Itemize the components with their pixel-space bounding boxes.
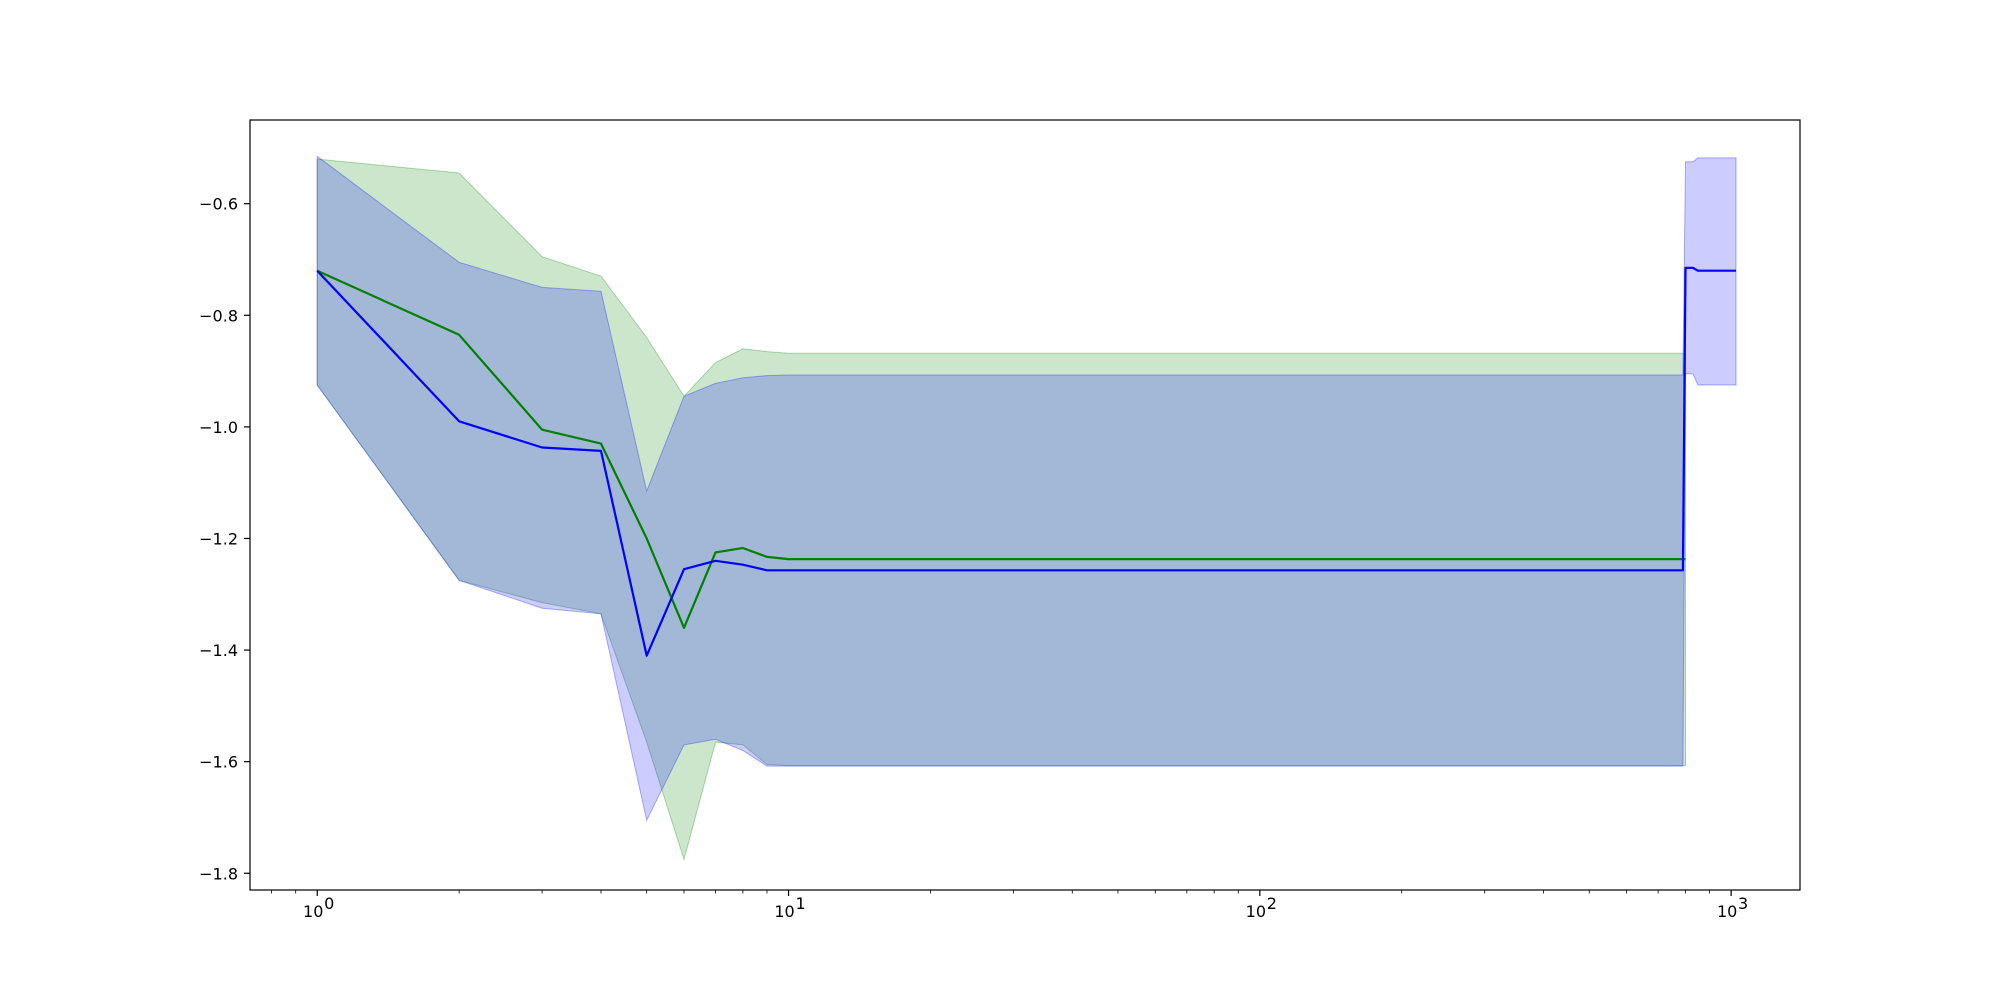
y-tick-label-0: −0.6: [199, 195, 238, 214]
x-tick-exponent-3: 3: [1738, 894, 1748, 913]
series-1-band: [316, 155, 1737, 822]
y-tick-label-2: −1.0: [199, 418, 238, 437]
series-0-line: [316, 269, 1686, 629]
series-0-band: [316, 158, 1686, 862]
x-tick-label-1: 10: [774, 902, 794, 921]
y-tick-label-5: −1.6: [199, 753, 238, 772]
y-tick-label-3: −1.2: [199, 529, 238, 548]
x-axis: 10 0 10 1 10 2 10 3: [271, 890, 1748, 921]
y-tick-label-4: −1.4: [199, 641, 238, 660]
x-tick-label-0: 10: [303, 902, 323, 921]
y-axis: −0.6 −0.8 −1.0 −1.2 −1.4 −1.6 −1.8: [199, 195, 250, 883]
x-tick-label-2: 10: [1246, 902, 1266, 921]
series-1-line: [316, 266, 1736, 657]
x-tick-label-3: 10: [1717, 902, 1737, 921]
x-tick-exponent-0: 0: [324, 894, 334, 913]
y-tick-label-1: −0.8: [199, 306, 238, 325]
x-tick-exponent-2: 2: [1267, 894, 1277, 913]
plot-area: [316, 155, 1737, 862]
plot-frame: [249, 119, 1801, 891]
y-tick-label-6: −1.8: [199, 864, 238, 883]
x-tick-exponent-1: 1: [795, 894, 805, 913]
